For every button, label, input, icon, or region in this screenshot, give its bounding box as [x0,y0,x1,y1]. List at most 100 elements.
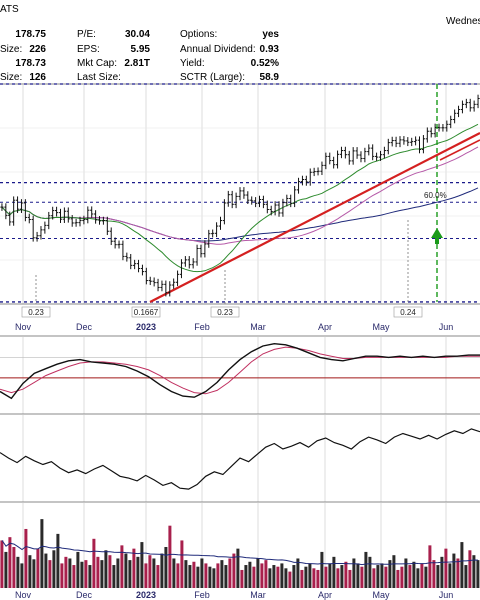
price-bar [371,144,375,161]
price-bar [406,137,410,147]
x-tick-label: Feb [194,590,210,600]
volume-bar [72,565,76,588]
volume-bar [372,568,376,588]
price-bar [246,191,250,204]
price-bar [277,201,281,217]
price-bar [347,150,351,165]
options-label: Options: [180,29,217,40]
volume-bar [248,561,252,588]
pe-value: 30.04 [125,29,150,40]
price-bar [472,100,476,112]
price-bar [374,152,379,161]
price-bar [175,270,180,287]
size-label: Size: [0,44,22,55]
price-bar [214,222,219,238]
volume-bar [168,525,172,588]
price-bar [39,226,43,240]
volume-bar [152,558,156,588]
price-bar [4,203,8,220]
price-bar [293,186,297,208]
options-value: yes [262,29,279,40]
price-bar [257,195,262,208]
price-bar [195,244,199,266]
volume-bar [316,569,320,588]
yield-value: 0.52% [251,58,279,69]
price-bar [441,124,445,132]
volume-bar [276,566,280,588]
volume-bar [408,565,412,588]
x-tick-label: Dec [76,322,93,332]
price-bar [242,187,246,199]
volume-bar [64,556,68,588]
eps-label: EPS: [77,44,100,55]
price-bar [74,218,78,227]
volume-bar [432,560,436,588]
volume-bar [216,563,220,588]
volume-bar [136,556,140,588]
x-tick-label: Dec [76,590,93,600]
volume-bar [476,560,480,588]
volume-bar [28,555,32,588]
price-bar [203,240,207,258]
volume-bar [428,545,432,588]
x-axis: Nov Dec 2023 Feb Mar Apr May Jun [15,322,453,332]
volume-bar [460,542,464,588]
price-bar [351,147,355,165]
price-bar [43,221,47,234]
volume-bar [172,558,176,588]
volume-bar [140,542,144,588]
size-value: 226 [29,44,46,55]
volume-bar [420,563,424,588]
price-bar [433,123,437,138]
volume-bar [120,545,124,588]
volume-bar [40,519,44,588]
price-bar [390,136,394,147]
price-bar [316,167,320,176]
price-bar [51,206,55,220]
volume-bar [80,561,84,588]
price-bar [97,216,102,225]
volume-average [1,540,479,566]
price-bar [187,256,191,269]
indicator-signal-line [0,346,480,395]
price-bar [410,137,414,147]
price-bar [425,127,429,143]
volume-bar [8,537,12,588]
price-bar [211,229,215,238]
volume-bar [48,560,52,588]
volume-bar [124,553,128,588]
x-tick-label: May [372,322,390,332]
volume-average-line [1,540,479,566]
price-bar [66,207,70,223]
price-bar [164,280,168,297]
price-bar [464,98,468,109]
x-tick-label: Jun [439,322,454,332]
price-bar [207,229,211,248]
volume-bar [52,550,56,588]
volume-bar [32,559,36,588]
dividend-label: Annual Dividend: [180,44,256,55]
price-bar [445,120,449,132]
low-label: 0.1667 [134,308,159,317]
price-bar [355,147,359,159]
indicator-panel [0,335,480,415]
volume-bar [456,558,460,588]
volume-bar [44,553,48,588]
price-bar [23,199,27,222]
volume-bar [284,568,288,588]
volume-bar [128,560,132,588]
dividend-value: 0.93 [260,44,280,55]
volume-bar [100,560,104,588]
low-label: 0.24 [400,308,416,317]
red-trendline [149,132,480,303]
volume-bar [188,565,192,588]
volume-bar [404,558,408,588]
volume-bar [412,561,416,588]
indicator-grid [0,336,480,414]
volume-bar [264,560,268,588]
volume-bar [444,548,448,588]
volume-bar [116,558,120,588]
volume-bar [272,565,276,588]
relative-strength-panel [0,414,480,503]
volume-bar [164,547,168,588]
